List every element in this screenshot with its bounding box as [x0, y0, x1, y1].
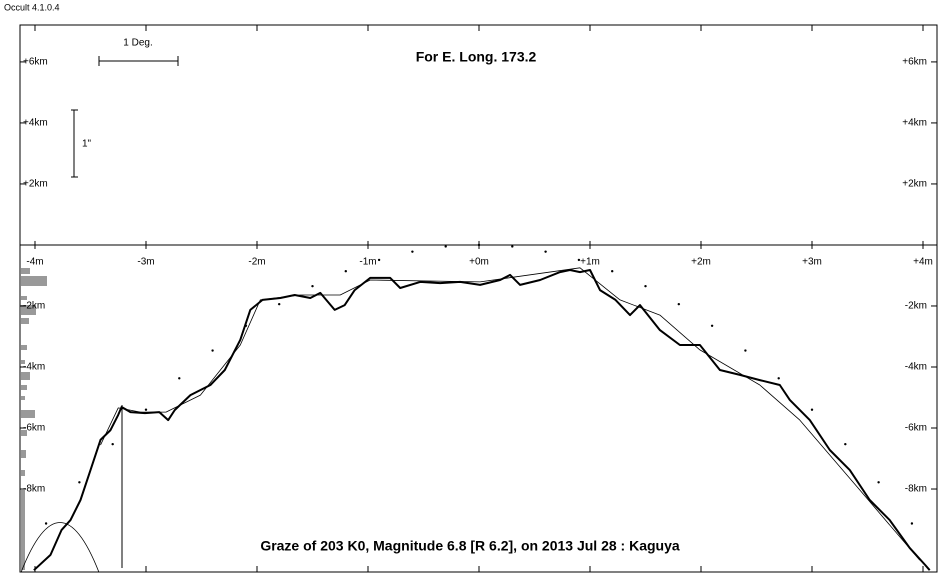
- limb-dot: [311, 284, 314, 288]
- limb-dot: [377, 258, 381, 262]
- plot-frame: [19, 24, 938, 573]
- scale-bars: [71, 56, 179, 178]
- limb-dot: [611, 269, 614, 273]
- x-tick-label: +1m: [580, 257, 600, 268]
- y-tick-label: +4km: [23, 118, 48, 129]
- limb-dot: [744, 349, 747, 352]
- y-tick-label-right: +6km: [902, 57, 927, 68]
- chart-title: For E. Long. 173.2: [416, 49, 537, 65]
- limb-dot: [677, 302, 681, 306]
- x-tick-label: -3m: [137, 257, 154, 268]
- x-tick-label: +0m: [469, 257, 489, 268]
- limb-dot: [910, 522, 914, 525]
- y-tick-label: -8km: [23, 484, 45, 495]
- limb-dot: [844, 442, 847, 446]
- limb-dot: [144, 408, 148, 411]
- limb-dot: [211, 349, 214, 352]
- y-tick-label: +6km: [23, 57, 48, 68]
- y-tick-label: -6km: [23, 423, 45, 434]
- y-tick-label-right: -2km: [905, 301, 927, 312]
- profile-line: [100, 267, 921, 561]
- auxiliary-marks: [20, 405, 123, 572]
- limb-dot: [111, 442, 114, 446]
- arcsec-scale-label: 1": [82, 139, 92, 150]
- x-tick-label: -1m: [359, 257, 376, 268]
- degree-scale-label: 1 Deg.: [123, 38, 152, 49]
- limb-histogram: [21, 268, 47, 570]
- limb-dot: [544, 250, 547, 253]
- x-tick-label: +4m: [913, 257, 933, 268]
- y-tick-label-right: -4km: [905, 362, 927, 373]
- y-tick-label-right: -6km: [905, 423, 927, 434]
- x-tick-label: -2m: [248, 257, 265, 268]
- y-tick-label: +2km: [23, 179, 48, 190]
- y-tick-label: -4km: [23, 362, 45, 373]
- x-tick-label: +2m: [691, 257, 711, 268]
- limb-dot: [777, 377, 780, 380]
- limb-dot: [710, 324, 714, 328]
- y-tick-label-right: -8km: [905, 484, 927, 495]
- limb-dot: [577, 258, 581, 262]
- limb-dot: [244, 324, 248, 328]
- limb-dot: [411, 250, 414, 253]
- limb-dot: [78, 481, 81, 484]
- limb-dot: [444, 245, 447, 248]
- limb-dot: [511, 245, 514, 248]
- plot-area: [33, 243, 931, 571]
- x-tick-label: +3m: [802, 257, 822, 268]
- limb-dot: [877, 481, 880, 484]
- x-tick-label: -4m: [26, 257, 43, 268]
- caption: Graze of 203 K0, Magnitude 6.8 [R 6.2], …: [260, 538, 680, 554]
- window-title: Occult 4.1.0.4: [4, 2, 60, 12]
- y-tick-label: -2km: [23, 301, 45, 312]
- limb-dot: [277, 302, 281, 306]
- y-tick-label-right: +4km: [902, 118, 927, 129]
- limb-dot: [810, 408, 814, 411]
- limb-dot: [644, 284, 647, 288]
- limb-dot: [44, 522, 48, 525]
- profile-line: [33, 269, 931, 571]
- limb-dot: [178, 377, 181, 380]
- y-tick-label-right: +2km: [902, 179, 927, 190]
- limb-dot: [344, 269, 347, 273]
